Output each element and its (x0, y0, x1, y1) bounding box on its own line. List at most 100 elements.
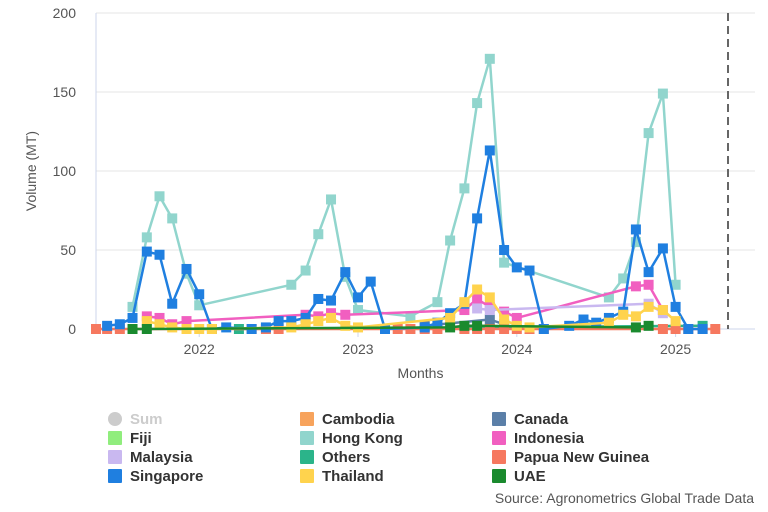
data-point[interactable] (300, 265, 311, 276)
data-point[interactable] (91, 324, 101, 334)
data-point[interactable] (445, 322, 456, 333)
data-point[interactable] (643, 320, 654, 331)
series-uae[interactable] (127, 320, 654, 334)
legend-item-sum[interactable]: Sum (108, 410, 163, 428)
data-point[interactable] (630, 311, 641, 322)
data-point[interactable] (154, 319, 165, 330)
data-point[interactable] (154, 312, 165, 323)
data-point[interactable] (472, 213, 483, 224)
data-point[interactable] (313, 293, 324, 304)
data-point[interactable] (300, 319, 311, 330)
data-point[interactable] (484, 305, 495, 316)
data-point[interactable] (670, 279, 681, 290)
data-point[interactable] (432, 297, 443, 308)
data-point[interactable] (167, 213, 178, 224)
data-point[interactable] (538, 324, 549, 334)
data-point[interactable] (499, 257, 510, 268)
legend-item-malaysia[interactable]: Malaysia (108, 448, 193, 466)
legend-item-papua-new-guinea[interactable]: Papua New Guinea (492, 448, 649, 466)
data-point[interactable] (670, 301, 681, 312)
data-point[interactable] (353, 305, 364, 316)
data-point[interactable] (499, 314, 510, 325)
data-point[interactable] (445, 235, 456, 246)
data-point[interactable] (340, 267, 351, 278)
data-point[interactable] (445, 312, 456, 323)
data-point[interactable] (710, 324, 721, 334)
data-point[interactable] (313, 316, 324, 327)
data-point[interactable] (127, 324, 138, 334)
data-point[interactable] (340, 309, 351, 320)
data-point[interactable] (313, 229, 324, 240)
data-point[interactable] (472, 98, 483, 109)
data-point[interactable] (432, 317, 443, 328)
data-point[interactable] (459, 183, 470, 194)
data-point[interactable] (578, 314, 589, 325)
data-point[interactable] (643, 301, 654, 312)
data-point[interactable] (697, 324, 708, 334)
data-point[interactable] (643, 128, 654, 139)
data-point[interactable] (167, 298, 178, 309)
data-point[interactable] (630, 237, 641, 248)
data-point[interactable] (326, 312, 337, 323)
data-point[interactable] (484, 53, 495, 64)
data-point[interactable] (167, 322, 178, 333)
data-point[interactable] (630, 322, 641, 333)
data-point[interactable] (472, 303, 483, 314)
data-point[interactable] (657, 243, 668, 254)
data-point[interactable] (484, 314, 495, 325)
data-point[interactable] (657, 324, 668, 334)
legend-item-hong-kong[interactable]: Hong Kong (300, 429, 403, 447)
legend-item-canada[interactable]: Canada (492, 410, 568, 428)
data-point[interactable] (670, 316, 681, 327)
legend-item-singapore[interactable]: Singapore (108, 467, 203, 485)
data-point[interactable] (484, 145, 495, 156)
data-point[interactable] (603, 292, 614, 303)
data-point[interactable] (114, 319, 125, 330)
data-point[interactable] (405, 311, 416, 322)
data-point[interactable] (499, 324, 510, 334)
data-point[interactable] (181, 316, 192, 327)
data-point[interactable] (499, 245, 510, 255)
data-point[interactable] (643, 279, 654, 290)
data-point[interactable] (472, 320, 483, 331)
data-point[interactable] (326, 194, 337, 205)
data-point[interactable] (365, 276, 376, 287)
data-point[interactable] (484, 292, 495, 303)
series-hong-kong[interactable] (127, 53, 681, 322)
data-point[interactable] (194, 289, 205, 300)
data-point[interactable] (194, 300, 205, 311)
data-point[interactable] (603, 317, 614, 328)
data-point[interactable] (618, 309, 629, 320)
data-point[interactable] (432, 324, 443, 334)
data-point[interactable] (459, 320, 470, 331)
legend-item-indonesia[interactable]: Indonesia (492, 429, 584, 447)
data-point[interactable] (657, 305, 668, 316)
data-point[interactable] (286, 279, 297, 290)
legend-item-thailand[interactable]: Thailand (300, 467, 384, 485)
data-point[interactable] (141, 316, 152, 327)
series-group[interactable] (91, 53, 721, 334)
data-point[interactable] (670, 324, 681, 334)
data-point[interactable] (630, 224, 641, 235)
data-point[interactable] (511, 262, 522, 273)
data-point[interactable] (141, 246, 152, 257)
data-point[interactable] (657, 88, 668, 99)
legend-item-cambodia[interactable]: Cambodia (300, 410, 395, 428)
data-point[interactable] (141, 232, 152, 243)
data-point[interactable] (524, 265, 535, 276)
data-point[interactable] (499, 306, 510, 317)
data-point[interactable] (326, 295, 337, 306)
data-point[interactable] (484, 324, 495, 334)
data-point[interactable] (459, 305, 470, 316)
data-point[interactable] (154, 191, 165, 202)
data-point[interactable] (273, 316, 284, 327)
legend-item-uae[interactable]: UAE (492, 467, 546, 485)
data-point[interactable] (154, 249, 165, 260)
data-point[interactable] (683, 324, 694, 334)
data-point[interactable] (511, 312, 522, 323)
data-point[interactable] (630, 281, 641, 292)
data-point[interactable] (300, 312, 311, 323)
data-point[interactable] (141, 324, 152, 334)
data-point[interactable] (102, 320, 113, 331)
data-point[interactable] (472, 293, 483, 304)
